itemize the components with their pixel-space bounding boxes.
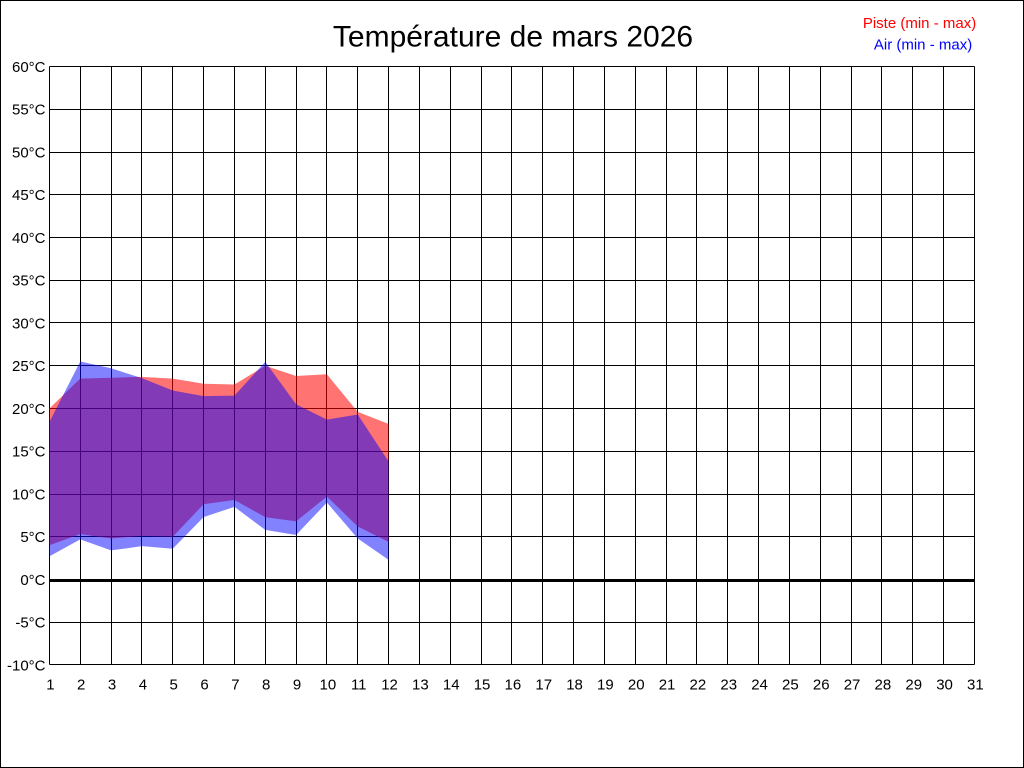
svg-text:24: 24 [751,676,768,693]
svg-text:0°C: 0°C [20,572,45,589]
svg-text:20°C: 20°C [12,401,46,418]
svg-text:14: 14 [443,676,460,693]
svg-text:35°C: 35°C [12,273,46,290]
svg-text:Piste (min - max): Piste (min - max) [863,15,976,32]
svg-text:11: 11 [351,676,367,693]
svg-text:8: 8 [262,676,270,693]
svg-text:31: 31 [967,676,984,693]
svg-text:26: 26 [813,676,830,693]
svg-text:27: 27 [844,676,861,693]
svg-text:10: 10 [320,676,337,693]
svg-text:Air (min - max): Air (min - max) [874,37,972,54]
svg-text:5°C: 5°C [20,529,45,546]
svg-text:6: 6 [200,676,208,693]
svg-text:28: 28 [875,676,892,693]
svg-text:7: 7 [231,676,239,693]
svg-text:Température de mars 2026: Température de mars 2026 [333,21,693,54]
svg-text:13: 13 [412,676,429,693]
svg-text:23: 23 [720,676,737,693]
svg-text:50°C: 50°C [12,144,46,161]
svg-text:60°C: 60°C [12,59,46,76]
svg-text:15: 15 [474,676,491,693]
svg-text:45°C: 45°C [12,187,46,204]
svg-text:4: 4 [139,676,147,693]
svg-text:19: 19 [597,676,614,693]
svg-text:10°C: 10°C [12,486,46,503]
svg-text:12: 12 [381,676,398,693]
svg-text:1: 1 [46,676,54,693]
svg-text:30: 30 [936,676,953,693]
svg-text:29: 29 [905,676,922,693]
svg-text:30°C: 30°C [12,315,46,332]
svg-text:16: 16 [505,676,522,693]
svg-text:17: 17 [535,676,552,693]
svg-text:-10°C: -10°C [7,657,46,674]
svg-text:55°C: 55°C [12,102,46,119]
svg-text:2: 2 [77,676,85,693]
svg-text:18: 18 [566,676,583,693]
svg-text:9: 9 [293,676,301,693]
svg-text:40°C: 40°C [12,230,46,247]
svg-text:-5°C: -5°C [15,615,45,632]
svg-text:22: 22 [690,676,707,693]
svg-text:5: 5 [170,676,178,693]
svg-text:25: 25 [782,676,799,693]
svg-text:21: 21 [659,676,676,693]
svg-text:25°C: 25°C [12,358,46,375]
svg-text:20: 20 [628,676,645,693]
svg-text:3: 3 [108,676,116,693]
svg-text:15°C: 15°C [12,444,46,461]
